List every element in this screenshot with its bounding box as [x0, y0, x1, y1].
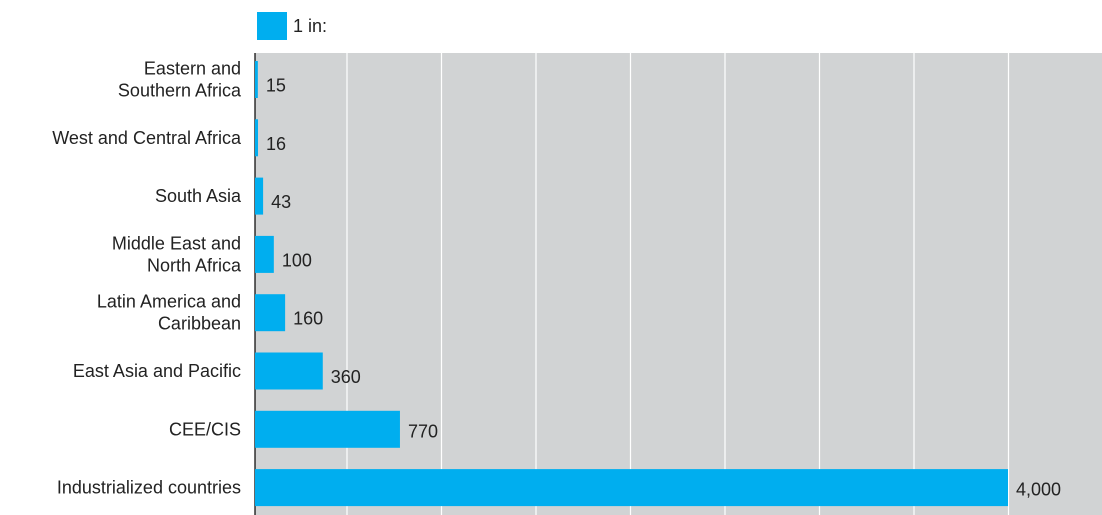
- legend-label: 1 in:: [293, 15, 328, 36]
- bar: [255, 61, 258, 98]
- data-label: 770: [408, 421, 438, 441]
- data-label: 16: [266, 134, 286, 154]
- legend-swatch: [257, 12, 287, 40]
- bar: [255, 294, 286, 332]
- data-label: 160: [293, 309, 323, 329]
- category-label: East Asia and Pacific: [73, 361, 241, 381]
- category-label: CEE/CIS: [169, 419, 241, 439]
- category-label: South Asia: [155, 186, 242, 206]
- bar: [255, 119, 259, 157]
- bar: [255, 352, 323, 390]
- category-label: Industrialized countries: [57, 478, 241, 498]
- category-label: Latin America and Caribbean: [97, 292, 241, 334]
- data-label: 100: [282, 250, 312, 270]
- category-label: West and Central Africa: [52, 128, 242, 148]
- legend: 1 in:: [257, 12, 327, 40]
- category-label: Eastern and Southern Africa: [118, 59, 242, 101]
- category-label: Middle East and North Africa: [112, 233, 242, 275]
- bar: [255, 177, 264, 215]
- bar: [255, 410, 400, 448]
- bar: [255, 235, 274, 273]
- data-label: 360: [331, 367, 361, 387]
- bar: [255, 469, 1008, 507]
- data-label: 15: [266, 76, 286, 96]
- data-label: 4,000: [1016, 480, 1061, 500]
- data-label: 43: [271, 192, 291, 212]
